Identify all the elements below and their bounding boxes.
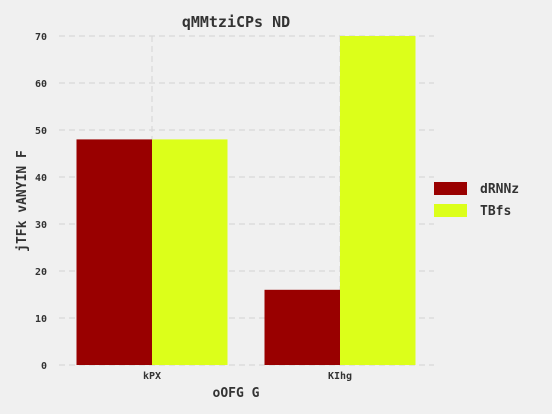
bar-drnnz-kpx [76,139,152,365]
y-tick-label: 70 [35,32,47,43]
y-tick-label: 60 [35,79,47,90]
y-tick-label: 0 [41,361,47,372]
legend-swatch-tbfs [434,204,467,217]
x-tick-label: kPX [143,371,161,382]
tick-labels: 0 10 20 30 40 50 60 70 kPX KIhg [35,32,352,382]
y-tick-label: 10 [35,314,47,325]
bar-tbfs-kihg [340,36,416,365]
y-axis-label: jTFk vANYIN F [15,150,30,252]
bars [76,36,416,365]
chart-title: qMMtziCPs ND [182,13,290,31]
legend-swatch-drnnz [434,182,467,195]
bar-tbfs-kpx [152,139,228,365]
y-tick-label: 50 [35,126,47,137]
legend: dRNNz TBfs [434,182,519,219]
x-tick-label: KIhg [328,371,352,382]
y-tick-label: 20 [35,267,47,278]
legend-label-tbfs: TBfs [480,204,511,219]
bar-drnnz-kihg [264,289,340,365]
y-tick-label: 40 [35,173,47,184]
legend-label-drnnz: dRNNz [480,182,519,197]
y-tick-label: 30 [35,220,47,231]
x-axis-label: oOFG G [213,386,260,401]
